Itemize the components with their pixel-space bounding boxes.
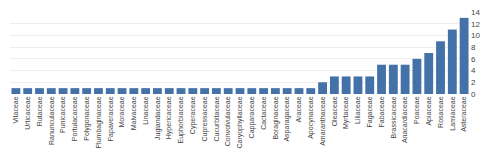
svg-text:Capparaceae: Capparaceae <box>248 96 256 138</box>
svg-text:8: 8 <box>471 43 476 52</box>
svg-text:Lamiaceae: Lamiaceae <box>449 96 456 130</box>
svg-text:Fagaceae: Fagaceae <box>366 96 374 127</box>
svg-text:Papaveraceae: Papaveraceae <box>107 96 115 141</box>
svg-text:Liliaceae: Liliaceae <box>354 96 361 124</box>
svg-text:Anacardiaceae: Anacardiaceae <box>401 96 408 143</box>
svg-text:Rutaceae: Rutaceae <box>36 96 43 126</box>
svg-text:Rosaceae: Rosaceae <box>437 96 444 128</box>
svg-text:Hypericaceae: Hypericaceae <box>166 96 174 139</box>
svg-text:14: 14 <box>471 8 480 17</box>
svg-text:Punicaceae: Punicaceae <box>59 96 66 133</box>
svg-text:Asparagaceae: Asparagaceae <box>283 96 291 141</box>
svg-text:Boraginaceae: Boraginaceae <box>272 96 280 139</box>
svg-text:Apiaceae: Apiaceae <box>425 96 433 125</box>
svg-text:Oleaceae: Oleaceae <box>331 96 338 126</box>
svg-text:Ranunculaceae: Ranunculaceae <box>48 96 55 145</box>
svg-text:Polygonaceae: Polygonaceae <box>83 96 91 140</box>
svg-text:Plumbaginaceae: Plumbaginaceae <box>95 96 103 148</box>
svg-text:Moraceae: Moraceae <box>118 96 125 127</box>
svg-text:Malvaceae: Malvaceae <box>130 96 137 130</box>
svg-text:2: 2 <box>471 78 476 87</box>
svg-text:Urticaceae: Urticaceae <box>24 96 31 130</box>
svg-text:6: 6 <box>471 55 476 64</box>
svg-text:Cactaceae: Cactaceae <box>260 96 267 130</box>
svg-text:Amaranthaceae: Amaranthaceae <box>319 96 326 146</box>
svg-text:Portulacaceae: Portulacaceae <box>71 96 78 141</box>
svg-text:12: 12 <box>471 20 480 29</box>
svg-text:Araceae: Araceae <box>295 96 302 122</box>
svg-text:4: 4 <box>471 66 476 75</box>
svg-text:Cucurbitaceae: Cucurbitaceae <box>213 96 220 141</box>
svg-text:Cyperaceae: Cyperaceae <box>189 96 197 134</box>
svg-text:Brassicaceae: Brassicaceae <box>390 96 397 138</box>
svg-text:10: 10 <box>471 31 480 40</box>
svg-text:0: 0 <box>471 90 476 99</box>
svg-text:Poaceae: Poaceae <box>413 96 420 124</box>
svg-text:Fabaceae: Fabaceae <box>378 96 385 127</box>
svg-text:Euphorbiaceae: Euphorbiaceae <box>177 96 185 143</box>
svg-text:Cupressaceae: Cupressaceae <box>201 96 209 141</box>
svg-text:Convolvulaceae: Convolvulaceae <box>224 96 231 146</box>
svg-text:Asteraceae: Asteraceae <box>460 96 467 132</box>
svg-text:Juglandaceae: Juglandaceae <box>154 96 162 140</box>
svg-text:Vitaceae: Vitaceae <box>12 96 19 123</box>
svg-text:Myrtaceae: Myrtaceae <box>342 96 350 129</box>
svg-text:Caryophyllaceae: Caryophyllaceae <box>236 96 244 148</box>
svg-text:Apocynaceae: Apocynaceae <box>307 96 315 139</box>
svg-text:Linaceae: Linaceae <box>142 96 149 125</box>
